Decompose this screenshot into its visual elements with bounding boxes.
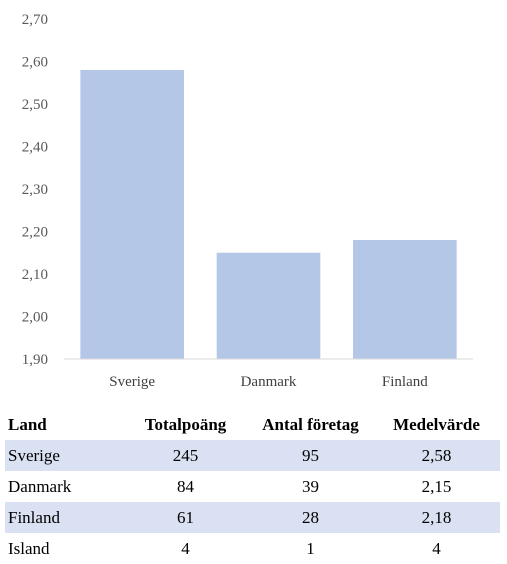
data-table: Land Totalpoäng Antal företag Medelvärde… bbox=[5, 409, 500, 564]
table-header-row: Land Totalpoäng Antal företag Medelvärde bbox=[5, 409, 500, 440]
x-axis-category-labels: Sverige Danmark Finland bbox=[109, 374, 428, 390]
table-row: Danmark 84 39 2,15 bbox=[5, 471, 500, 502]
bar-chart: 1,90 2,00 2,10 2,20 2,30 2,40 2,50 2,60 2,70 Sve… bbox=[22, 12, 473, 390]
bar-finland bbox=[353, 240, 457, 359]
table-cell: Danmark bbox=[8, 476, 72, 496]
y-tick-label: 2,70 bbox=[22, 12, 48, 28]
table-cell: 61 bbox=[123, 502, 248, 533]
table-cell: 2,18 bbox=[373, 502, 500, 533]
table-cell: 1 bbox=[306, 538, 315, 558]
header-land: Land bbox=[8, 414, 47, 434]
table-cell: 39 bbox=[302, 476, 319, 496]
bar-sverige bbox=[80, 70, 184, 359]
y-tick-label: 2,60 bbox=[22, 55, 48, 71]
table-cell: Sverige bbox=[5, 440, 123, 471]
table-row: Finland 61 28 2,18 bbox=[5, 502, 500, 533]
table-cell: 95 bbox=[248, 440, 373, 471]
x-category-label: Danmark bbox=[241, 374, 297, 390]
table-row: Island 4 1 4 bbox=[5, 533, 500, 564]
bars bbox=[80, 70, 457, 359]
table-cell: 4 bbox=[432, 538, 441, 558]
y-tick-label: 1,90 bbox=[22, 352, 48, 368]
x-category-label: Finland bbox=[382, 374, 428, 390]
header-medelvarde: Medelvärde bbox=[393, 414, 480, 434]
table-cell: 28 bbox=[248, 502, 373, 533]
y-tick-label: 2,40 bbox=[22, 140, 48, 156]
bar-danmark bbox=[216, 252, 321, 359]
x-category-label: Sverige bbox=[109, 374, 155, 390]
table-cell: 245 bbox=[123, 440, 248, 471]
header-antal-foretag: Antal företag bbox=[262, 414, 359, 434]
y-tick-label: 2,20 bbox=[22, 225, 48, 241]
table-cell: 2,58 bbox=[373, 440, 500, 471]
table-cell: 4 bbox=[181, 538, 190, 558]
table-cell: Island bbox=[8, 538, 50, 558]
y-tick-label: 2,10 bbox=[22, 267, 48, 283]
header-totalpoang: Totalpoäng bbox=[144, 414, 227, 434]
y-tick-label: 2,50 bbox=[22, 97, 48, 113]
y-axis-tick-labels: 1,90 2,00 2,10 2,20 2,30 2,40 2,50 2,60 2,70 bbox=[22, 12, 48, 368]
table-row: Sverige 245 95 2,58 bbox=[5, 440, 500, 471]
table-cell: 2,15 bbox=[421, 476, 452, 496]
table-cell: Finland bbox=[5, 502, 123, 533]
y-tick-label: 2,30 bbox=[22, 182, 48, 198]
table-cell: 84 bbox=[177, 476, 194, 496]
y-tick-label: 2,00 bbox=[22, 310, 48, 326]
